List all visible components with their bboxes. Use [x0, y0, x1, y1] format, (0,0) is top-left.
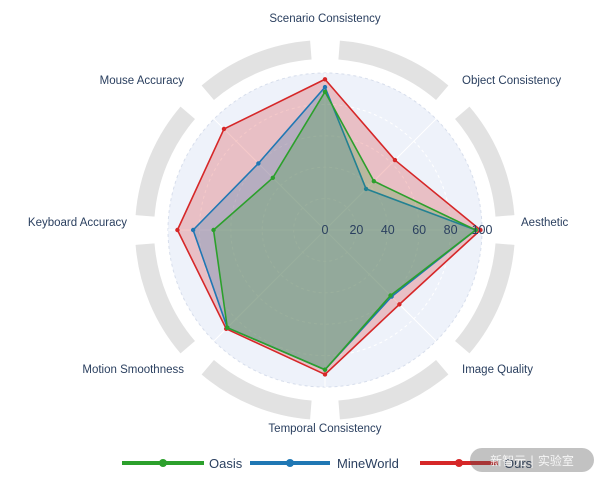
radial-tick-label: 100 — [472, 223, 493, 237]
grid-spoke — [324, 229, 437, 342]
axis-label: Object Consistency — [462, 75, 561, 87]
series-point-mineworld — [256, 161, 261, 166]
outer-ring-segment — [455, 106, 515, 217]
axis-label: Scenario Consistency — [269, 13, 380, 25]
outer-ring-segment — [201, 40, 312, 100]
series-group — [175, 77, 483, 377]
outer-segment-ring — [135, 40, 515, 420]
legend-label: MineWorld — [337, 456, 399, 471]
series-point-ours — [397, 302, 402, 307]
grid-spoke — [213, 229, 326, 342]
series-point-ours — [221, 126, 227, 132]
watermark: 新智元 | 实验室 — [470, 448, 594, 472]
series-point-ours — [322, 372, 328, 377]
axis-label: Image Quality — [462, 364, 533, 376]
series-point-oasis — [473, 227, 478, 233]
series-point-oasis — [371, 178, 377, 184]
watermark-background — [470, 448, 594, 472]
radial-tick-label: 80 — [444, 223, 458, 237]
grid-spoke — [324, 118, 437, 231]
legend[interactable]: Oasis MineWorld Ours — [122, 456, 533, 471]
series-point-oasis — [322, 367, 328, 372]
axis-label: Motion Smoothness — [82, 364, 184, 376]
series-point-oasis — [270, 175, 276, 181]
legend-item-mineworld[interactable]: MineWorld — [250, 456, 399, 471]
watermark-text: 新智元 | 实验室 — [490, 453, 574, 468]
outer-ring-segment — [338, 360, 449, 420]
series-point-mineworld — [322, 84, 328, 90]
grid-spoke — [213, 118, 326, 231]
legend-label: Ours — [504, 456, 533, 471]
series-point-ours — [175, 227, 180, 233]
radial-ticks: 0 20 40 60 80 100 — [322, 223, 493, 237]
series-point-oasis — [388, 293, 393, 298]
radial-tick-label: 0 — [322, 223, 329, 237]
outer-ring-segment — [201, 360, 312, 420]
series-point-mineworld — [363, 186, 369, 192]
radial-tick-label: 60 — [412, 223, 426, 237]
series-point-oasis — [211, 227, 216, 233]
axis-labels: Scenario Consistency Object Consistency Ae… — [28, 13, 569, 435]
radial-tick-label: 20 — [349, 223, 363, 237]
outer-ring-segment — [135, 243, 195, 354]
series-point-oasis — [322, 89, 328, 95]
axis-label: Mouse Accuracy — [100, 75, 185, 87]
legend-swatch-marker — [455, 459, 463, 467]
series-point-oasis — [225, 325, 230, 330]
series-point-ours — [478, 227, 483, 233]
outer-ring-segment — [338, 40, 449, 100]
legend-item-ours[interactable]: Ours — [420, 456, 533, 471]
legend-item-oasis[interactable]: Oasis — [122, 456, 243, 471]
axis-label: Temporal Consistency — [268, 423, 381, 435]
series-point-mineworld — [190, 227, 196, 233]
axis-label: Keyboard Accuracy — [28, 217, 127, 229]
legend-swatch-marker — [159, 459, 167, 467]
outer-ring-segment — [455, 243, 515, 354]
series-point-ours — [322, 77, 328, 82]
legend-swatch-marker — [286, 459, 294, 467]
axis-label: Aesthetic — [521, 217, 569, 229]
radial-tick-label: 40 — [381, 223, 395, 237]
outer-ring-segment — [135, 106, 195, 217]
series-point-ours — [392, 157, 398, 163]
legend-label: Oasis — [209, 456, 243, 471]
